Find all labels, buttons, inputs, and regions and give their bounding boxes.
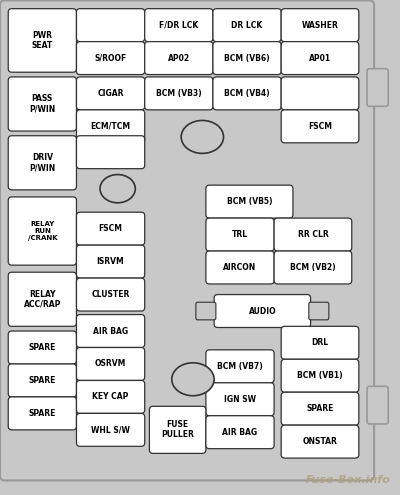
Text: BCM (VB5): BCM (VB5) [227, 197, 272, 206]
FancyBboxPatch shape [281, 110, 359, 143]
Text: SPARE: SPARE [29, 343, 56, 352]
Text: BCM (VB6): BCM (VB6) [224, 53, 270, 62]
Text: IGN SW: IGN SW [224, 395, 256, 404]
Text: WASHER: WASHER [302, 21, 338, 30]
Text: WHL S/W: WHL S/W [91, 425, 130, 434]
Text: RR CLR: RR CLR [298, 230, 328, 239]
Text: BCM (VB7): BCM (VB7) [217, 362, 263, 371]
Text: SPARE: SPARE [29, 376, 56, 385]
Text: SPARE: SPARE [29, 409, 56, 418]
Text: DR LCK: DR LCK [232, 21, 263, 30]
FancyBboxPatch shape [76, 9, 145, 42]
FancyBboxPatch shape [8, 331, 76, 364]
Text: Fuse-Box.info: Fuse-Box.info [306, 475, 390, 485]
FancyBboxPatch shape [145, 9, 213, 42]
Text: BCM (VB4): BCM (VB4) [224, 89, 270, 98]
Text: PASS
P/WIN: PASS P/WIN [29, 95, 56, 113]
FancyBboxPatch shape [76, 278, 145, 311]
Text: ECM/TCM: ECM/TCM [90, 122, 131, 131]
FancyBboxPatch shape [8, 364, 76, 397]
FancyBboxPatch shape [281, 9, 359, 42]
FancyBboxPatch shape [206, 350, 274, 383]
Text: CLUSTER: CLUSTER [92, 290, 130, 299]
FancyBboxPatch shape [206, 185, 293, 218]
FancyBboxPatch shape [281, 392, 359, 425]
FancyBboxPatch shape [367, 386, 388, 424]
Text: F/DR LCK: F/DR LCK [159, 21, 198, 30]
Ellipse shape [181, 120, 224, 153]
Ellipse shape [172, 363, 214, 396]
Text: S/ROOF: S/ROOF [94, 53, 127, 62]
Ellipse shape [100, 175, 135, 203]
FancyBboxPatch shape [196, 302, 216, 320]
FancyBboxPatch shape [76, 245, 145, 278]
FancyBboxPatch shape [8, 9, 76, 72]
Text: CIGAR: CIGAR [97, 89, 124, 98]
FancyBboxPatch shape [0, 0, 374, 481]
FancyBboxPatch shape [213, 77, 281, 110]
Text: AIR BAG: AIR BAG [222, 428, 258, 437]
Text: BCM (VB3): BCM (VB3) [156, 89, 202, 98]
FancyBboxPatch shape [309, 302, 329, 320]
FancyBboxPatch shape [145, 77, 213, 110]
FancyBboxPatch shape [206, 383, 274, 416]
FancyBboxPatch shape [145, 42, 213, 75]
Text: DRL: DRL [312, 338, 328, 347]
FancyBboxPatch shape [76, 212, 145, 245]
FancyBboxPatch shape [274, 251, 352, 284]
Text: TRL: TRL [232, 230, 248, 239]
Text: AUDIO: AUDIO [248, 306, 276, 315]
FancyBboxPatch shape [150, 406, 206, 453]
Text: AIR BAG: AIR BAG [93, 327, 128, 336]
Text: FSCM: FSCM [308, 122, 332, 131]
FancyBboxPatch shape [76, 136, 145, 169]
Text: ONSTAR: ONSTAR [302, 437, 338, 446]
FancyBboxPatch shape [367, 69, 388, 106]
FancyBboxPatch shape [206, 218, 274, 251]
Text: AIRCON: AIRCON [223, 263, 257, 272]
Text: BCM (VB2): BCM (VB2) [290, 263, 336, 272]
Text: AP02: AP02 [168, 53, 190, 62]
FancyBboxPatch shape [8, 397, 76, 430]
Text: BCM (VB1): BCM (VB1) [297, 371, 343, 380]
FancyBboxPatch shape [274, 218, 352, 251]
FancyBboxPatch shape [281, 326, 359, 359]
Text: OSRVM: OSRVM [95, 359, 126, 368]
Text: DRIV
P/WIN: DRIV P/WIN [29, 153, 56, 172]
Text: FSCM: FSCM [98, 224, 122, 233]
FancyBboxPatch shape [213, 42, 281, 75]
FancyBboxPatch shape [76, 413, 145, 446]
FancyBboxPatch shape [76, 381, 145, 413]
FancyBboxPatch shape [76, 77, 145, 110]
FancyBboxPatch shape [76, 110, 145, 143]
FancyBboxPatch shape [206, 251, 274, 284]
Text: RELAY
ACC/RAP: RELAY ACC/RAP [24, 290, 61, 309]
FancyBboxPatch shape [8, 197, 76, 265]
FancyBboxPatch shape [76, 42, 145, 75]
FancyBboxPatch shape [76, 314, 145, 347]
FancyBboxPatch shape [214, 295, 310, 328]
Text: RELAY
RUN
/CRANK: RELAY RUN /CRANK [28, 221, 57, 241]
Text: AP01: AP01 [309, 53, 331, 62]
FancyBboxPatch shape [281, 359, 359, 392]
FancyBboxPatch shape [8, 77, 76, 131]
Text: ISRVM: ISRVM [97, 257, 124, 266]
Text: FUSE
PULLER: FUSE PULLER [161, 420, 194, 440]
Text: PWR
SEAT: PWR SEAT [32, 31, 53, 50]
FancyBboxPatch shape [206, 416, 274, 448]
FancyBboxPatch shape [8, 136, 76, 190]
Text: KEY CAP: KEY CAP [92, 393, 129, 401]
FancyBboxPatch shape [281, 425, 359, 458]
FancyBboxPatch shape [8, 272, 76, 326]
FancyBboxPatch shape [213, 9, 281, 42]
Text: SPARE: SPARE [306, 404, 334, 413]
FancyBboxPatch shape [281, 42, 359, 75]
FancyBboxPatch shape [281, 77, 359, 110]
FancyBboxPatch shape [76, 347, 145, 381]
